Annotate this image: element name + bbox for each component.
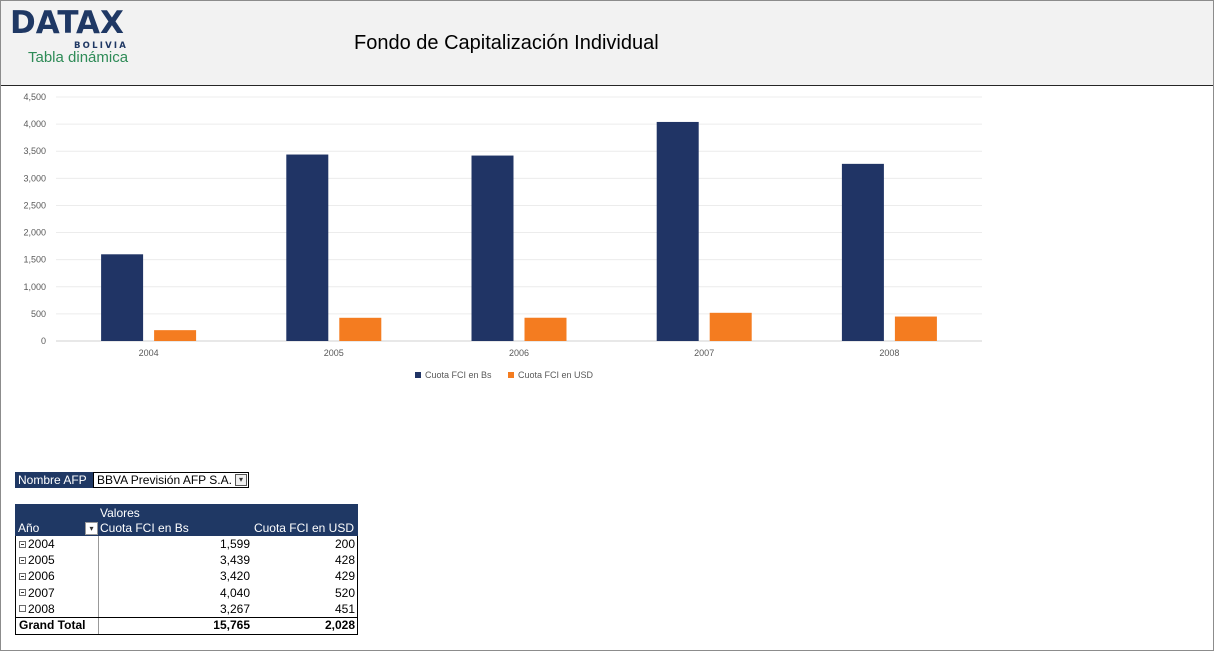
y-tick-label: 500: [31, 309, 46, 319]
y-tick-label: 1,500: [23, 255, 46, 265]
bar-bs: [656, 121, 699, 341]
filter-label: Nombre AFP: [15, 472, 93, 488]
table-row[interactable]: 2007 4,040 520: [16, 584, 357, 601]
page-title: Fondo de Capitalización Individual: [354, 32, 659, 54]
cell-usd: 451: [334, 601, 355, 616]
logo: DATAX: [10, 5, 124, 41]
pivot-header: Valores Año ▾ Cuota FCI en Bs Cuota FCI …: [15, 504, 358, 536]
table-row[interactable]: 2005 3,439 428: [16, 552, 357, 569]
header-divider: [994, 85, 1213, 86]
bar-bs: [286, 154, 329, 341]
y-tick-label: 0: [41, 336, 46, 346]
column-chart[interactable]: 0 500 1,000 1,500 2,000 2,500 3,000 3,500 4,000 4…: [10, 86, 994, 386]
collapse-icon[interactable]: [19, 540, 26, 548]
legend-label: Cuota FCI en Bs: [425, 370, 492, 380]
collapse-icon[interactable]: [19, 589, 26, 597]
y-tick-label: 3,000: [23, 173, 46, 183]
bar-bs: [841, 163, 884, 341]
legend-swatch: [508, 372, 514, 378]
filter-dropdown-icon[interactable]: ▾: [235, 474, 247, 486]
collapse-icon[interactable]: [19, 572, 26, 580]
y-tick-label: 3,500: [23, 146, 46, 156]
grand-total-bs: 15,765: [213, 617, 250, 632]
pivot-table: Valores Año ▾ Cuota FCI en Bs Cuota FCI …: [15, 504, 358, 635]
cell-bs: 3,267: [219, 601, 250, 616]
cell-usd: 428: [334, 553, 355, 568]
column-header-bs: Cuota FCI en Bs: [100, 521, 189, 535]
column-header-usd: Cuota FCI en USD: [253, 521, 354, 535]
bar-usd: [154, 330, 197, 341]
x-tick-label: 2007: [694, 348, 714, 358]
cell-usd: 200: [334, 537, 355, 551]
row-year: 2004: [28, 537, 55, 552]
x-tick-label: 2005: [324, 348, 344, 358]
grand-total-label: Grand Total: [16, 617, 99, 634]
cell-bs: 4,040: [219, 585, 250, 600]
bar-usd: [709, 312, 752, 341]
cell-bs: 3,420: [219, 569, 250, 584]
cell-usd: 429: [334, 569, 355, 584]
bar-bs: [471, 155, 514, 341]
cell-bs: 3,439: [219, 553, 250, 568]
filter-value-text: BBVA Previsión AFP S.A.: [97, 473, 232, 487]
cell-usd: 520: [334, 585, 355, 600]
row-year: 2008: [28, 601, 55, 616]
report-filter: Nombre AFP BBVA Previsión AFP S.A. ▾: [15, 472, 249, 488]
pivot-body: 2004 1,599 200 2005 3,439 428 2006 3,420…: [15, 536, 358, 617]
bar-usd: [894, 316, 937, 341]
y-tick-label: 4,500: [23, 92, 46, 102]
legend-label: Cuota FCI en USD: [518, 370, 594, 380]
y-tick-label: 2,500: [23, 200, 46, 210]
collapse-icon[interactable]: [19, 556, 26, 564]
y-tick-label: 4,000: [23, 119, 46, 129]
chart-canvas: 0 500 1,000 1,500 2,000 2,500 3,000 3,500 4,000 4…: [23, 92, 982, 380]
bar-usd: [524, 317, 567, 341]
table-row[interactable]: 2004 1,599 200: [16, 536, 357, 553]
y-tick-label: 1,000: [23, 282, 46, 292]
row-year: 2007: [28, 585, 55, 600]
tagline: Tabla dinámica: [28, 49, 129, 66]
x-tick-label: 2006: [509, 348, 529, 358]
bar-usd: [339, 317, 382, 341]
x-tick-label: 2004: [139, 348, 159, 358]
row-year: 2005: [28, 553, 55, 568]
x-tick-label: 2008: [879, 348, 899, 358]
legend-swatch: [415, 372, 421, 378]
row-year: 2006: [28, 569, 55, 584]
cell-bs: 1,599: [219, 537, 250, 551]
row-filter-dropdown-icon[interactable]: ▾: [85, 522, 98, 535]
values-label: Valores: [100, 506, 140, 520]
bar-bs: [101, 254, 144, 341]
table-row[interactable]: 2006 3,420 429: [16, 568, 357, 585]
expand-icon[interactable]: [19, 605, 26, 613]
column-header-year: Año: [18, 521, 40, 535]
y-tick-label: 2,000: [23, 228, 46, 238]
filter-value[interactable]: BBVA Previsión AFP S.A. ▾: [93, 472, 249, 488]
grand-total-usd: 2,028: [324, 617, 355, 632]
grand-total-row[interactable]: Grand Total 15,765 2,028: [15, 616, 358, 635]
logo-subtitle: BOLIVIA: [74, 41, 129, 51]
header: DATAX BOLIVIA Tabla dinámica Fondo de Ca…: [1, 1, 1213, 86]
table-row[interactable]: 2008 3,267 451: [16, 600, 357, 617]
